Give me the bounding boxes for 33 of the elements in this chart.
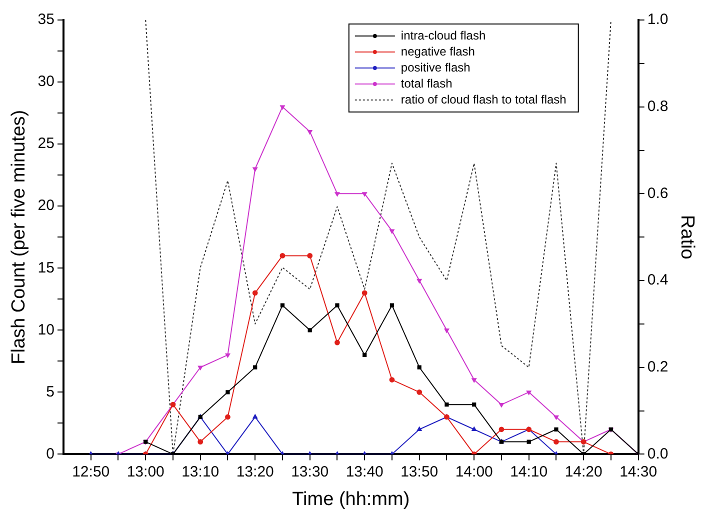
- x-tick-label: 12:50: [72, 463, 110, 480]
- legend-label: ratio of cloud flash to total flash: [400, 92, 566, 106]
- x-tick-label: 13:00: [126, 463, 164, 480]
- y2-tick-label: 0.4: [647, 272, 668, 289]
- y-tick-label: 15: [38, 259, 54, 276]
- y2-tick-label: 1.0: [647, 11, 668, 28]
- x-tick-label: 13:20: [236, 463, 274, 480]
- x-tick-label: 14:30: [620, 463, 658, 480]
- y2-tick-label: 0.6: [647, 184, 668, 202]
- x-tick-label: 14:20: [564, 463, 602, 480]
- y-tick-label: 30: [38, 73, 54, 90]
- x-tick-label: 13:10: [182, 463, 220, 480]
- y2-tick-label: 0.8: [647, 98, 668, 115]
- y-tick-label: 10: [38, 321, 54, 338]
- y-tick-label: 20: [38, 197, 54, 214]
- y-tick-label: 5: [46, 383, 54, 400]
- y-tick-label: 25: [38, 135, 54, 152]
- x-tick-label: 13:40: [346, 463, 384, 480]
- legend-label: intra-cloud flash: [400, 28, 486, 42]
- x-tick-label: 14:00: [455, 463, 493, 480]
- y2-tick-label: 0.0: [647, 445, 668, 462]
- y2-tick-label: 0.2: [647, 358, 668, 376]
- legend-label: negative flash: [400, 44, 475, 58]
- y2-axis-title: Ratio: [676, 214, 698, 260]
- y-tick-label: 35: [38, 11, 54, 28]
- y-tick-label: 0: [46, 445, 54, 462]
- x-tick-label: 14:10: [510, 463, 548, 480]
- legend-label: positive flash: [400, 60, 470, 74]
- x-axis-title: Time (hh:mm): [292, 488, 410, 510]
- legend-label: total flash: [400, 76, 452, 90]
- y-axis-title: Flash Count (per five minutes): [8, 110, 30, 364]
- x-tick-label: 13:30: [291, 463, 329, 480]
- x-tick-label: 13:50: [400, 463, 438, 480]
